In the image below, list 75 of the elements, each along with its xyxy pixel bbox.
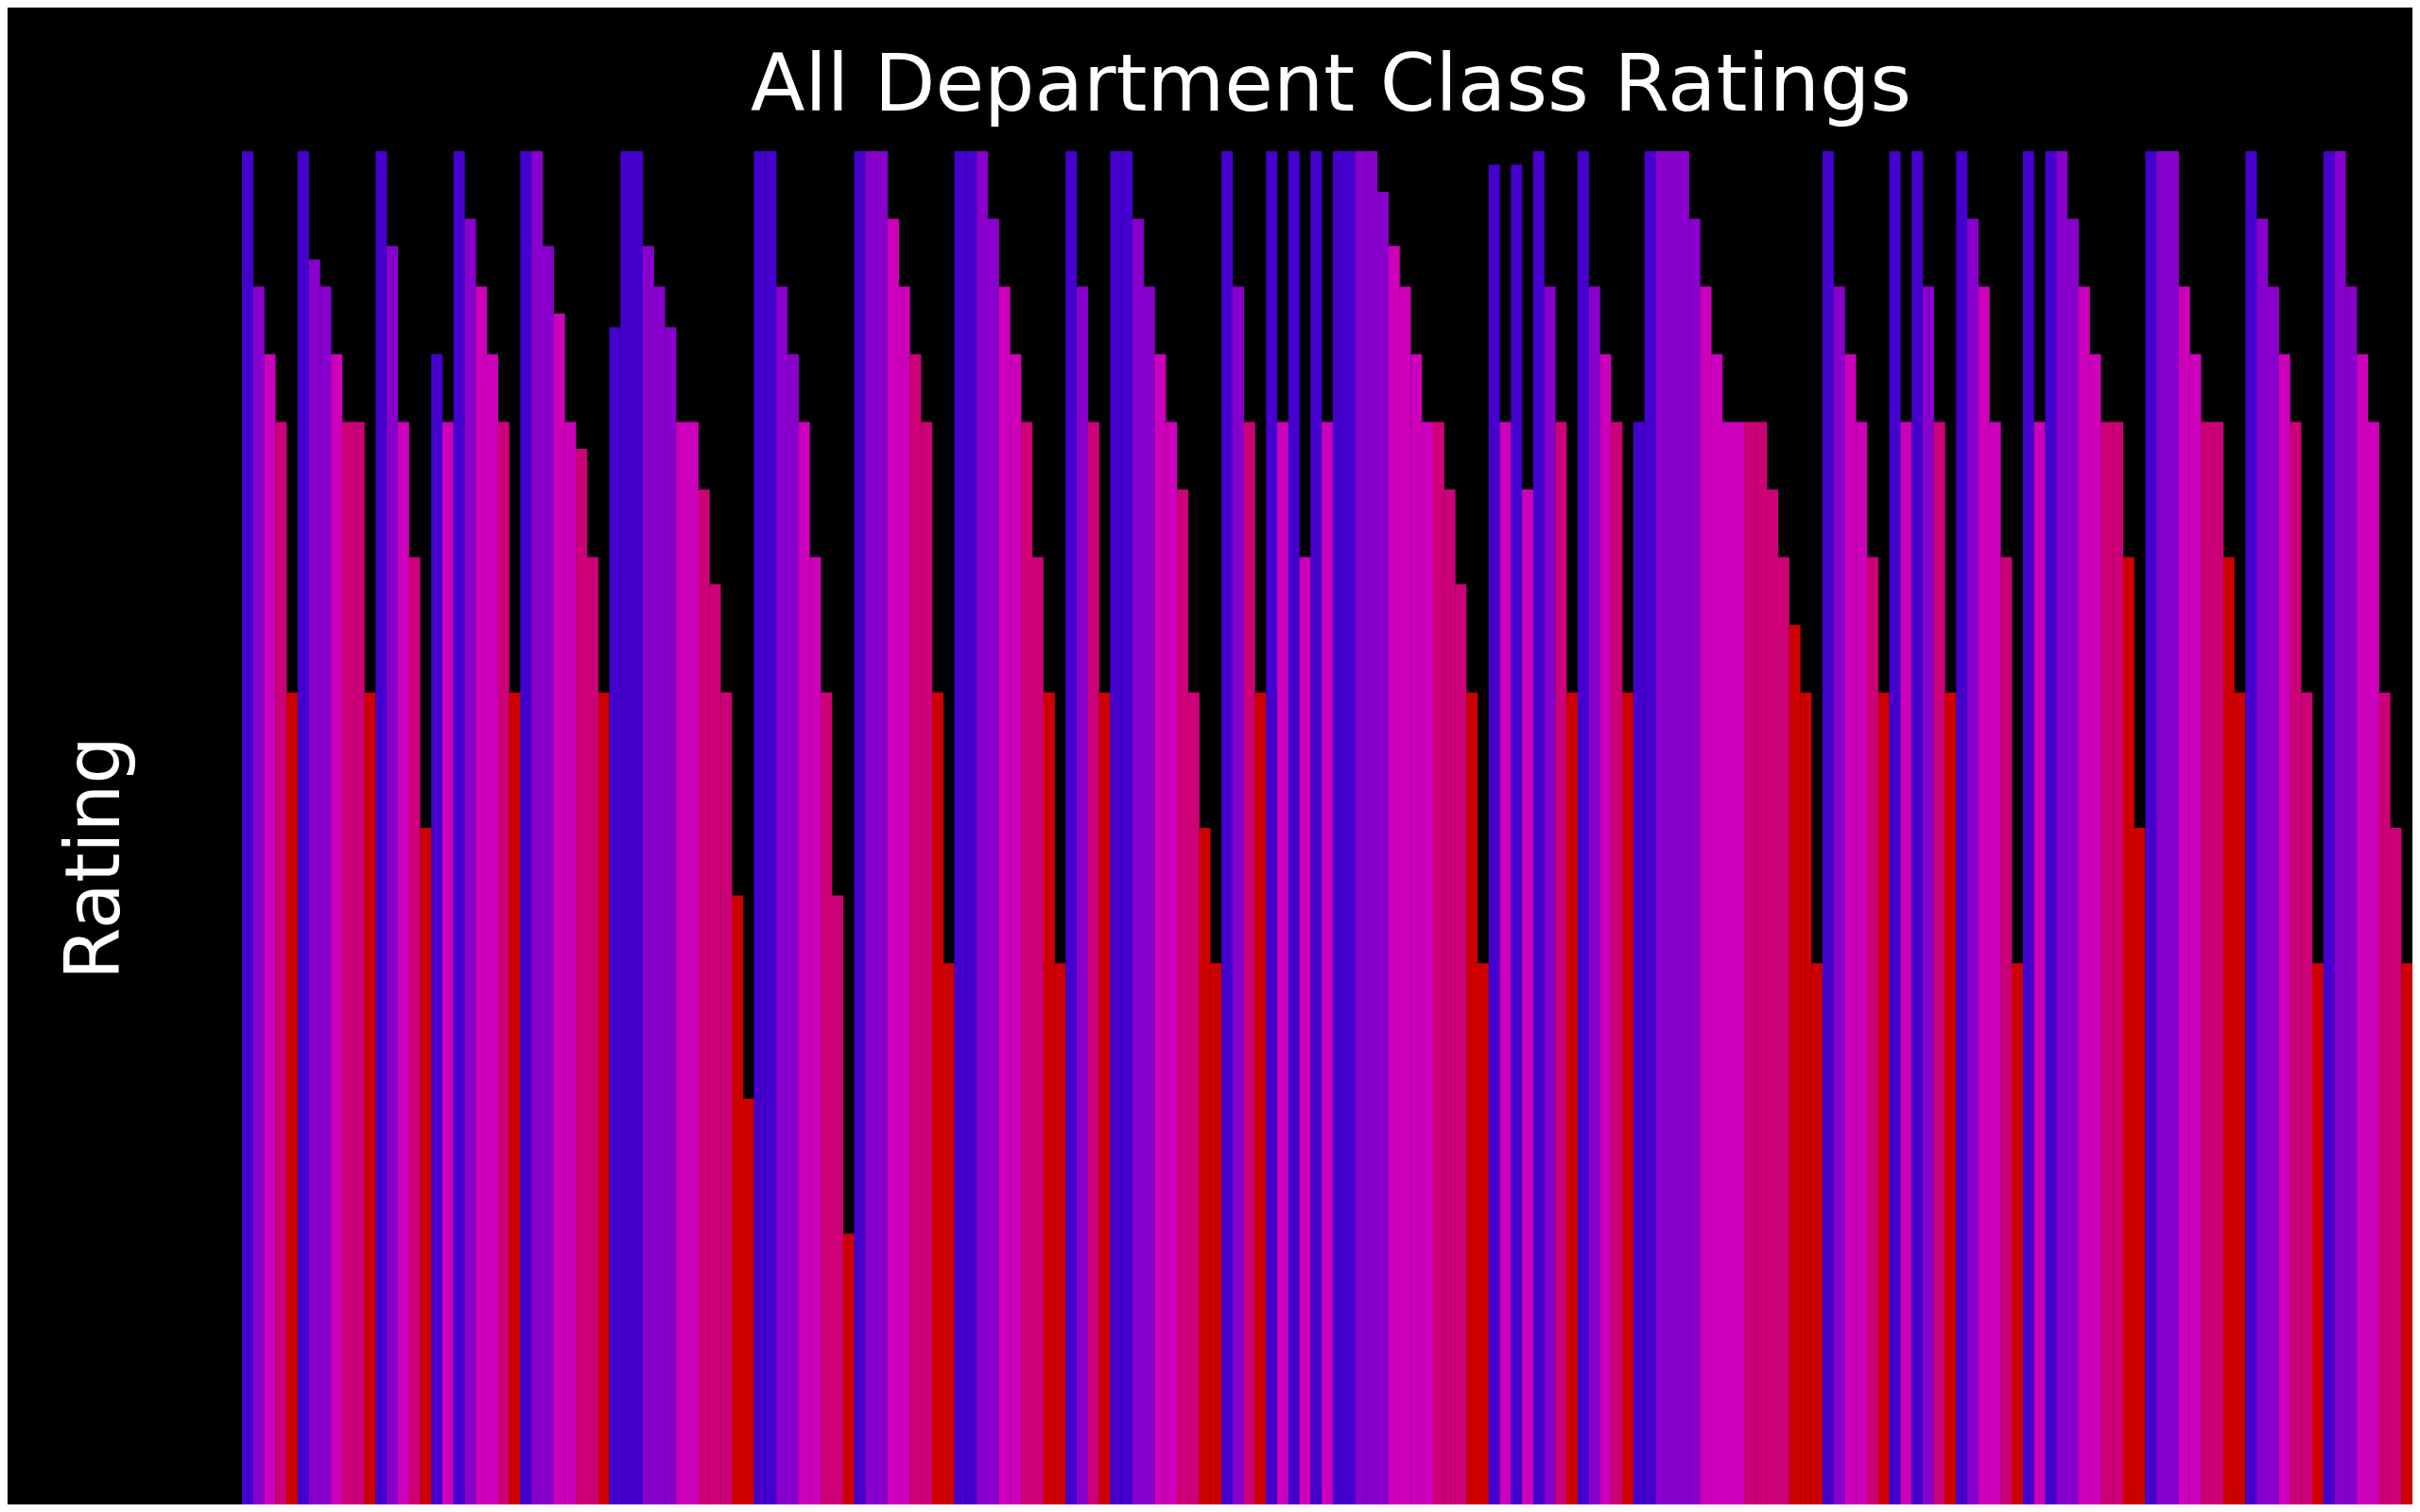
bar: [1956, 151, 1968, 1504]
bar: [1822, 151, 1834, 1504]
bar: [408, 557, 421, 1504]
bar: [1555, 421, 1567, 1504]
bar: [1599, 353, 1612, 1504]
bar: [2145, 151, 2157, 1504]
bar: [1254, 692, 1267, 1504]
bar: [1889, 151, 1901, 1504]
bar: [1933, 421, 1945, 1504]
bar: [1232, 286, 1244, 1504]
bar: [520, 151, 532, 1504]
bar: [1087, 421, 1099, 1504]
bar: [364, 692, 376, 1504]
bar: [842, 1233, 855, 1504]
bar: [854, 151, 866, 1504]
bar: [252, 286, 265, 1504]
bar: [1322, 421, 1334, 1504]
bar: [1511, 164, 1523, 1504]
bar: [2033, 421, 2046, 1504]
bar: [375, 151, 388, 1504]
bar: [275, 421, 287, 1504]
bar: [2012, 963, 2024, 1504]
bar: [1499, 421, 1512, 1504]
bar: [1266, 151, 1278, 1504]
bar: [1299, 557, 1311, 1504]
bar: [1945, 692, 1957, 1504]
bar: [2245, 151, 2257, 1504]
bar: [286, 692, 299, 1504]
bar: [297, 151, 309, 1504]
bar: [1877, 692, 1890, 1504]
bar: [331, 353, 343, 1504]
bar: [1277, 421, 1289, 1504]
bar: [2312, 963, 2325, 1504]
bar: [453, 151, 465, 1504]
bar: [1911, 151, 1924, 1504]
bar: [1622, 692, 1634, 1504]
bar: [1077, 286, 1089, 1504]
bar: [509, 692, 521, 1504]
bar: [431, 353, 443, 1504]
bar: [1522, 490, 1534, 1504]
bar: [2022, 151, 2034, 1504]
bar: [1611, 421, 1623, 1504]
bar: [1922, 286, 1934, 1504]
bar: [420, 828, 432, 1504]
bar: [1310, 151, 1322, 1504]
bar: [1867, 557, 1879, 1504]
bar: [1566, 692, 1579, 1504]
bar: [242, 151, 253, 1504]
bar: [1900, 421, 1912, 1504]
bar: [2401, 963, 2412, 1504]
y-axis-title: Rating: [48, 736, 137, 980]
bar: [1488, 164, 1500, 1504]
bar: [441, 421, 454, 1504]
bar: [497, 421, 510, 1504]
bar: [1243, 421, 1255, 1504]
bar: [1544, 286, 1556, 1504]
bar: [387, 246, 399, 1504]
bar: [1532, 151, 1545, 1504]
bar: [2278, 353, 2290, 1504]
chart-title: All Department Class Ratings: [749, 36, 1913, 130]
bar: [2323, 151, 2335, 1504]
bar: [1577, 151, 1589, 1504]
bar: [464, 218, 476, 1504]
bar: [264, 353, 276, 1504]
bar: [1588, 286, 1600, 1504]
bar: [1288, 151, 1300, 1504]
bar: [1967, 218, 1979, 1504]
bar: [1221, 151, 1234, 1504]
bar: [2045, 151, 2057, 1504]
bar: [2000, 557, 2013, 1504]
bar: [397, 421, 409, 1504]
bar: [1833, 286, 1845, 1504]
bar: [1098, 692, 1111, 1504]
bar: [1065, 151, 1078, 1504]
bar: [597, 692, 610, 1504]
